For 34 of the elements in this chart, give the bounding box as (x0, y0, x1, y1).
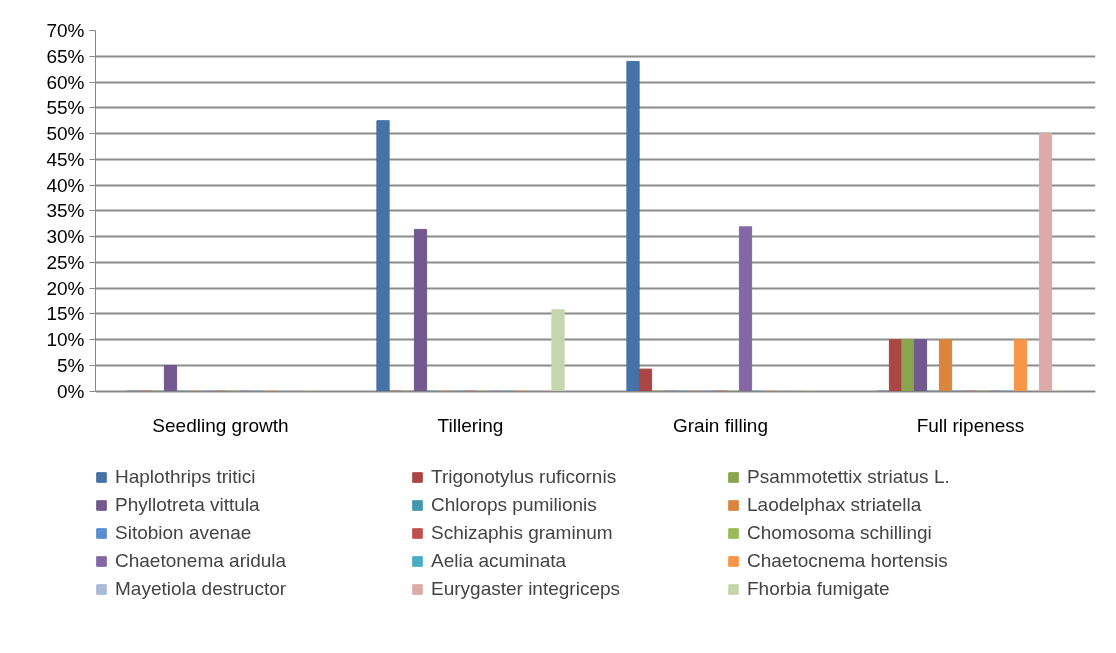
y-tick-label: 60% (46, 71, 85, 93)
y-tick-label: 40% (46, 174, 85, 196)
y-tick-label: 55% (46, 97, 85, 119)
legend-label: Schizaphis graminum (431, 522, 614, 544)
y-tick-label: 45% (46, 148, 85, 170)
legend-label: Chlorops pumilionis (431, 494, 598, 516)
legend-label: Sitobion avenae (115, 522, 253, 544)
y-tick-label: 25% (46, 251, 85, 273)
y-tick-label: 10% (46, 329, 85, 351)
x-tick-label: Full ripeness (916, 415, 1025, 437)
y-tick-label: 35% (46, 200, 85, 222)
x-tick-label: Seedling growth (152, 415, 289, 437)
legend-label: Aelia acuminata (431, 550, 568, 572)
y-tick-label: 65% (46, 45, 85, 67)
legend-label: Fhorbia fumigate (747, 578, 891, 600)
x-tick-label: Grain filling (672, 415, 769, 437)
y-tick-label: 20% (46, 277, 85, 299)
y-tick-label: 50% (46, 123, 85, 145)
legend-label: Mayetiola destructor (115, 578, 288, 600)
y-tick-label: 5% (57, 354, 85, 376)
y-tick-label: 0% (57, 380, 85, 402)
legend-label: Chomosoma schillingi (747, 522, 933, 544)
legend-label: Haplothrips tritici (115, 466, 257, 488)
legend-label: Laodelphax striatella (747, 494, 923, 516)
legend-label: Trigonotylus ruficornis (431, 466, 618, 488)
legend-label: Eurygaster integriceps (431, 578, 622, 600)
y-tick-label: 70% (46, 20, 85, 41)
legend-label: Psammotettix striatus L. (747, 466, 951, 488)
x-tick-label: Tillering (437, 415, 504, 437)
y-tick-label: 15% (46, 303, 85, 325)
legend-label: Phyllotreta vittula (115, 494, 261, 516)
y-tick-label: 30% (46, 226, 85, 248)
legend-label: Chaetonema aridula (115, 550, 288, 572)
legend-label: Chaetocnema hortensis (747, 550, 949, 572)
